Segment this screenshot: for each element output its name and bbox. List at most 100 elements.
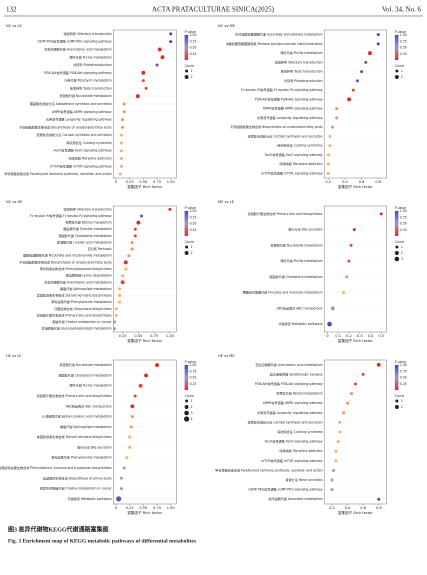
bubble <box>335 107 339 111</box>
bubble <box>118 172 122 176</box>
category-label: 核苷酸代谢 Nucleotide metabolism <box>270 242 322 247</box>
plot-frame <box>323 205 387 333</box>
category-label: 吗啡成瘾 Morphine addiction <box>280 448 323 453</box>
category-label: 癌症中的胆碱代谢 Choline metabolism in cancer <box>40 486 112 491</box>
bubble <box>119 157 123 161</box>
bubble <box>364 60 368 64</box>
category-label: 果糖和甘露糖代谢 Fructose and mannose metabolism <box>243 290 323 295</box>
x-axis-label: 富集因子 Rich factor <box>338 338 373 343</box>
x-tick-label: 0.1 <box>335 334 341 338</box>
size-legend-title: Count <box>185 394 195 398</box>
size-legend-label: 3 <box>191 411 193 415</box>
bubble <box>122 466 126 470</box>
category-label: 戊糖和葡萄糖醛酸转换 Pentose and glucuronate inter… <box>226 41 323 46</box>
x-tick-label: 0.2 <box>329 506 335 510</box>
bubble <box>120 280 125 285</box>
color-tick-label: 1.00 <box>400 209 407 213</box>
x-axis-label: 富集因子 Rich factor <box>127 338 162 343</box>
panel-title: HE vs ME <box>218 354 235 358</box>
bubble <box>130 415 134 419</box>
category-label: AMPK信号通路 AMPK signaling pathway <box>263 400 323 405</box>
color-tick-label: 0.50 <box>190 376 197 380</box>
size-legend-label: 2 <box>401 75 403 79</box>
bubble <box>124 267 128 271</box>
size-legend-label: 1 <box>401 245 403 249</box>
bubble <box>121 274 125 278</box>
bubble <box>376 42 380 46</box>
size-legend-title: Count <box>395 64 405 68</box>
size-legend-label: 2 <box>191 405 193 409</box>
color-legend-title: P value <box>395 30 406 34</box>
color-tick-label: 0.50 <box>400 46 407 50</box>
category-label: 初级胆汁酸生物合成 Primary bile acid biosynthesis <box>37 393 112 398</box>
bubble <box>128 445 132 449</box>
color-tick-label: 0.75 <box>190 369 197 373</box>
category-label: 皮质醇合成和分泌 Cortisol synthesis and secretio… <box>248 419 323 424</box>
category-label: 血清素能突触 Serotonergic synapse <box>270 371 323 376</box>
bubble <box>133 394 137 398</box>
category-label: 代谢途径 Metabolic pathways <box>67 496 112 501</box>
category-label: 长寿调节通路 Longevity regulating pathway <box>257 115 323 120</box>
x-tick-label: 0.50 <box>134 334 143 338</box>
color-tick-label: 0.25 <box>190 52 197 56</box>
category-label: 烟酸和烟酰胺代谢 Nicotinate and nicotinamide met… <box>23 253 112 258</box>
category-label: 花生四烯酸代谢 Arachidonic acid metabolism <box>44 279 111 284</box>
bubble <box>330 488 334 492</box>
bubble <box>169 40 173 44</box>
category-label: 抗坏血酸和醛糖酸代谢 Ascorbate and aldarate metabo… <box>235 32 322 37</box>
size-legend-mark <box>184 410 189 416</box>
category-label: PI3K-Akt信号通路 PI3K-Akt signaling pathway <box>255 96 323 101</box>
bubble <box>127 254 131 258</box>
x-tick-label: 1.00 <box>167 506 176 510</box>
bubble <box>118 294 121 298</box>
category-label: FoxO信号通路 FoxO signaling pathway <box>265 439 323 444</box>
size-legend-title: Count <box>185 64 195 68</box>
panel-title: NC vs ME <box>218 24 236 28</box>
bubble <box>347 259 351 263</box>
size-legend-mark <box>394 75 399 79</box>
category-label: 嘌呤代谢 Purine metabolism <box>69 383 111 388</box>
x-tick-label: 0.4 <box>368 334 374 338</box>
bubble <box>112 327 116 331</box>
category-label: 视黄醇代谢 Retinol metabolism <box>276 391 322 396</box>
x-tick-label: 0 <box>115 180 118 184</box>
bubble <box>121 125 125 129</box>
bubble <box>377 497 381 501</box>
bubble <box>121 118 125 122</box>
size-legend-mark <box>394 256 400 262</box>
x-tick-label: 0.4 <box>342 180 348 184</box>
x-tick-label: 0.6 <box>360 506 366 510</box>
caption-zh: 图3 差异代谢物KEGG代谢通路富集图 <box>8 525 109 533</box>
category-label: 胆汁分泌 Bile secretion <box>77 444 111 449</box>
size-legend-mark <box>184 416 190 422</box>
bubble <box>155 63 159 67</box>
category-label: cGMP-PKG信号通路 cGMP-PKG signaling pathway <box>248 487 323 492</box>
category-label: 亚油酸代谢 Linoleic acid metabolism <box>57 239 112 244</box>
bubble <box>336 440 340 444</box>
x-tick-label: 0.8 <box>376 506 382 510</box>
bubble <box>347 97 352 102</box>
category-label: 皮质醇合成和分泌 Cortisol synthesis and secretio… <box>248 133 323 138</box>
bubble <box>352 228 356 232</box>
category-label: 抗坏血酸代谢 Ascorbate metabolism <box>268 496 322 501</box>
color-bar <box>184 365 189 390</box>
category-label: 百日咳 Pertussis <box>88 246 112 251</box>
size-legend-label: 1 <box>401 69 403 73</box>
size-legend-label: 2 <box>191 75 193 79</box>
x-tick-label: 1.00 <box>166 334 175 338</box>
x-tick-label: 0.75 <box>153 506 161 510</box>
color-tick-label: 0.25 <box>400 382 407 386</box>
category-label: 苯丙氨酸代谢 Phenylalanine metabolism <box>51 455 111 460</box>
color-tick-label: 0.75 <box>190 215 197 219</box>
size-legend-label: 1 <box>401 399 403 403</box>
category-label: 甘油磷脂代谢 Glycerophospholipid metabolism <box>41 326 111 331</box>
size-legend-mark <box>184 251 189 255</box>
color-bar <box>184 35 189 60</box>
category-label: 代谢途径 Metabolic pathways <box>278 321 323 326</box>
caption-en: Fig. 3 Enrichment map of KEGG metabolic … <box>8 538 196 544</box>
category-label: ABC转运蛋白 ABC transporters <box>277 305 324 310</box>
category-label: mTOR信号通路 mTOR signaling pathway <box>261 170 323 175</box>
color-tick-label: 0.50 <box>400 222 407 226</box>
size-legend-label: 1 <box>191 69 193 73</box>
